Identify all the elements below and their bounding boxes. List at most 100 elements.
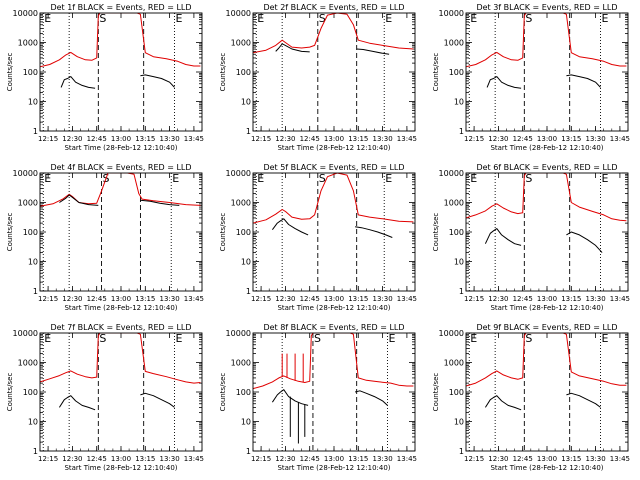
x-tick-label: 12:45 [513,135,533,143]
x-tick-label: 12:30 [275,135,295,143]
marker-label: S [319,172,326,185]
x-tick-label: 12:15 [251,295,271,303]
y-tick-label: 10 [454,98,464,107]
x-tick-label: 12:15 [38,295,58,303]
events-series-line [140,199,180,206]
y-tick-label: 10000 [226,169,251,178]
y-tick-label: 10000 [13,9,38,18]
y-tick-label: 1000 [18,199,38,208]
x-tick-label: 13:45 [610,135,630,143]
x-tick-label: 12:15 [251,455,271,463]
events-series-line [566,74,601,88]
x-axis-label: Start Time (28-Feb-12 12:10:40) [64,464,177,472]
events-series-line [60,76,96,89]
lld-series-line [253,173,414,224]
y-tick-label: 100 [449,388,464,397]
lld-series-line [40,333,201,384]
y-axis-label: Counts/sec [6,373,14,412]
x-tick-label: 12:45 [513,455,533,463]
x-tick-label: 13:30 [160,455,180,463]
y-tick-label: 1000 [231,359,251,368]
detector-panel-2: 1 10 100 1000 10000 12:15 12:30 12:45 13:00 13:15… [219,3,417,152]
y-tick-label: 100 [449,68,464,77]
panel-title: Det 2f BLACK = Events, RED = LLD [263,3,404,12]
x-tick-label: 12:15 [251,135,271,143]
events-series-line [566,231,603,253]
lld-series-line [466,13,627,68]
marker-label: E [470,172,477,185]
events-series-line [140,392,175,408]
events-series-line [271,389,309,406]
marker-label: E [44,332,51,345]
y-axis-label: Counts/sec [219,373,227,412]
x-tick-label: 12:15 [464,455,484,463]
x-tick-label: 13:15 [561,455,581,463]
x-tick-label: 13:00 [537,455,557,463]
x-tick-label: 12:30 [488,135,508,143]
marker-label: E [172,172,179,185]
panel-title: Det 7f BLACK = Events, RED = LLD [50,323,191,332]
y-axis-label: Counts/sec [219,53,227,92]
detector-panel-1: 1 10 100 1000 10000 12:15 12:30 12:45 13:00 13:15… [6,3,204,152]
x-axis-label: Start Time (28-Feb-12 12:10:40) [64,304,177,312]
x-tick-label: 13:45 [610,455,630,463]
lld-series-line [253,333,414,390]
plot-frame [39,172,203,292]
x-tick-label: 13:00 [537,135,557,143]
x-tick-label: 13:00 [111,295,131,303]
lld-series-line [40,13,201,68]
x-tick-label: 12:30 [488,455,508,463]
x-axis-label: Start Time (28-Feb-12 12:10:40) [490,144,603,152]
x-tick-label: 12:30 [62,295,82,303]
y-tick-label: 10 [28,258,38,267]
marker-label: S [525,332,532,345]
x-tick-label: 12:45 [87,455,107,463]
y-tick-label: 10000 [13,169,38,178]
events-series-line [271,218,309,236]
y-tick-label: 1 [459,447,464,456]
x-tick-label: 13:45 [184,135,204,143]
x-tick-label: 12:45 [87,295,107,303]
detector-panel-7: 1 10 100 1000 10000 12:15 12:30 12:45 13:00 13:15… [6,323,204,472]
plot-frame [465,172,629,292]
lld-series-line [466,173,627,222]
lld-series-line [466,333,627,387]
marker-label: E [388,332,395,345]
x-axis-label: Start Time (28-Feb-12 12:10:40) [64,144,177,152]
x-tick-label: 13:45 [610,295,630,303]
lld-series-line [253,13,414,54]
detector-panel-5: 1 10 100 1000 10000 12:15 12:30 12:45 13:00 13:15… [219,163,417,312]
marker-label: E [470,12,477,25]
x-tick-label: 13:30 [373,135,393,143]
y-tick-label: 10000 [226,329,251,338]
lld-series-line [40,173,201,207]
events-series-line [356,48,390,55]
x-tick-label: 13:15 [135,455,155,463]
events-series-line [484,228,522,246]
detector-panel-8: 1 10 100 1000 10000 12:15 12:30 12:45 13:00 13:15… [219,323,417,472]
x-tick-label: 13:45 [397,455,417,463]
y-tick-label: 1 [33,447,38,456]
y-tick-label: 1000 [18,39,38,48]
marker-label: E [385,12,392,25]
marker-label: E [601,12,608,25]
plot-frame [252,172,416,292]
marker-label: S [525,172,532,185]
y-tick-label: 100 [236,228,251,237]
y-axis-label: Counts/sec [219,213,227,252]
y-axis-label: Counts/sec [432,53,440,92]
marker-label: E [175,332,182,345]
x-tick-label: 13:30 [373,455,393,463]
x-tick-label: 13:15 [561,295,581,303]
marker-label: E [44,172,51,185]
events-series-line [275,43,310,53]
x-axis-label: Start Time (28-Feb-12 12:10:40) [277,464,390,472]
panel-title: Det 5f BLACK = Events, RED = LLD [263,163,404,172]
events-series-line [58,395,96,411]
x-axis-label: Start Time (28-Feb-12 12:10:40) [277,304,390,312]
x-axis-label: Start Time (28-Feb-12 12:10:40) [490,464,603,472]
y-tick-label: 1000 [444,39,464,48]
x-tick-label: 12:45 [300,135,320,143]
events-series-line [59,194,99,206]
y-tick-label: 100 [236,388,251,397]
